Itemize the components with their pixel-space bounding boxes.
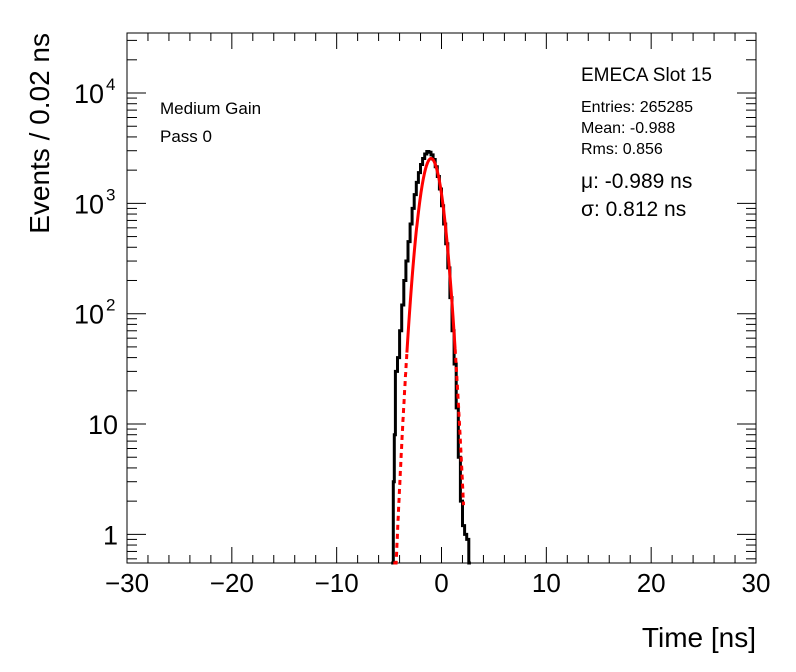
- fit-curve-extension-right: [453, 348, 465, 506]
- y-axis-label: Events / 0.02 ns: [24, 33, 55, 234]
- y-tick-exponent: 3: [106, 185, 115, 204]
- x-tick-label: −20: [210, 568, 254, 598]
- gaussian-fit-curve: [405, 157, 457, 353]
- rms-stat: Rms: 0.856: [581, 141, 663, 158]
- x-tick-label: 10: [532, 568, 561, 598]
- y-tick-label: 10: [74, 300, 104, 330]
- pass-label: Pass 0: [160, 127, 212, 146]
- x-axis-ticks: −30 −20 −10 0 10 20 30: [105, 33, 771, 598]
- data-histogram: [391, 150, 471, 565]
- slot-label: EMECA Slot 15: [581, 65, 712, 86]
- x-tick-label: 0: [434, 568, 448, 598]
- mean-stat: Mean: -0.988: [581, 120, 675, 137]
- x-tick-label: 20: [637, 568, 666, 598]
- y-tick-exponent: 4: [106, 75, 115, 94]
- series-layer: [391, 150, 471, 565]
- mu-fit-result: μ: -0.989 ns: [581, 170, 692, 193]
- y-tick-exponent: 2: [106, 296, 115, 315]
- x-axis-label: Time [ns]: [642, 622, 756, 653]
- y-tick-label: 10: [88, 410, 118, 440]
- entries-stat: Entries: 265285: [581, 99, 693, 116]
- sigma-fit-result: σ: 0.812 ns: [581, 198, 686, 221]
- y-tick-label: 10: [74, 189, 104, 219]
- y-tick-label: 10: [74, 79, 104, 109]
- x-tick-label: 30: [742, 568, 771, 598]
- x-tick-label: −10: [315, 568, 359, 598]
- fit-curve-extension-left: [393, 352, 409, 565]
- x-tick-label: −30: [105, 568, 149, 598]
- gain-label: Medium Gain: [160, 99, 261, 118]
- y-tick-label: 1: [103, 520, 118, 550]
